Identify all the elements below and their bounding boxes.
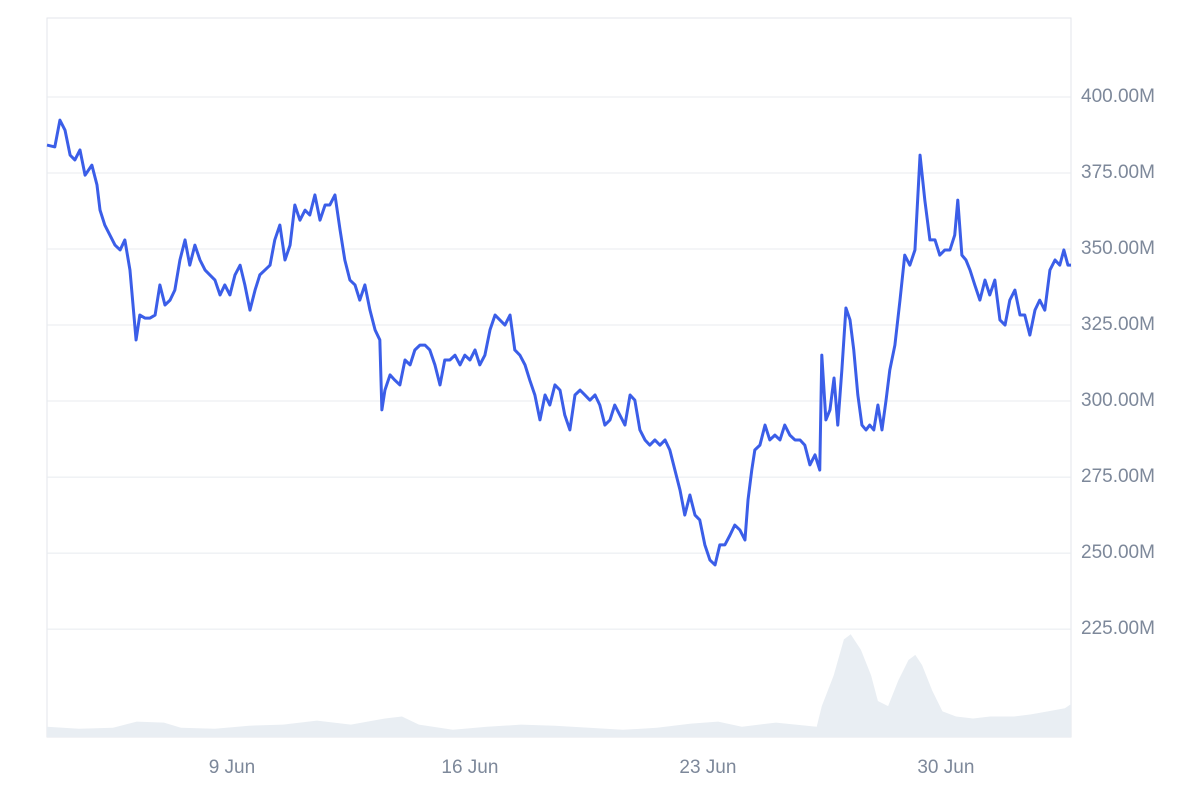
y-tick-label: 275.00M [1081,466,1155,487]
x-tick-label: 23 Jun [679,757,736,778]
volume-area [47,634,1071,737]
y-tick-label: 325.00M [1081,314,1155,335]
x-tick-label: 30 Jun [917,757,974,778]
y-tick-label: 350.00M [1081,238,1155,259]
y-tick-label: 400.00M [1081,86,1155,107]
x-tick-label: 16 Jun [441,757,498,778]
x-tick-label: 9 Jun [209,757,255,778]
y-tick-label: 375.00M [1081,162,1155,183]
y-tick-label: 250.00M [1081,542,1155,563]
y-tick-label: 300.00M [1081,390,1155,411]
y-tick-label: 225.00M [1081,618,1155,639]
price-line [46,118,1071,567]
